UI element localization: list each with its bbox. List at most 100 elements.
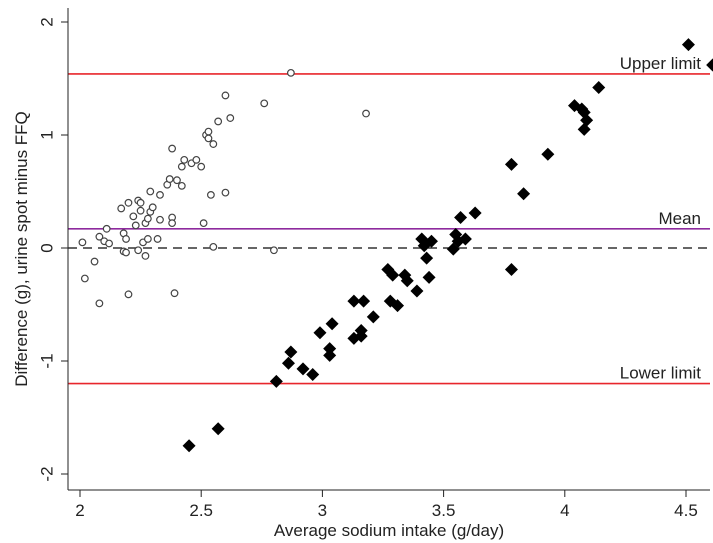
point-hollow-circle bbox=[270, 246, 278, 255]
point-hollow-circle bbox=[117, 204, 126, 213]
point-filled-diamond bbox=[357, 294, 371, 308]
point-hollow-circle bbox=[90, 257, 99, 266]
point-hollow-circle bbox=[168, 219, 177, 228]
point-filled-diamond bbox=[422, 270, 436, 284]
point-hollow-circle bbox=[148, 203, 157, 212]
point-hollow-circle bbox=[170, 289, 179, 298]
x-tick-label: 4.5 bbox=[674, 501, 698, 520]
point-hollow-circle bbox=[102, 224, 111, 233]
point-hollow-circle bbox=[146, 187, 155, 196]
point-hollow-circle bbox=[204, 127, 213, 136]
point-hollow-circle bbox=[177, 162, 186, 171]
point-hollow-circle bbox=[124, 198, 133, 207]
point-filled-diamond bbox=[323, 348, 337, 362]
point-hollow-circle bbox=[192, 155, 201, 164]
ticks: 2 2.5 3 3.5 4 4.5 -2 -1 0 1 2 bbox=[37, 17, 697, 520]
point-filled-diamond bbox=[420, 251, 434, 265]
point-filled-diamond bbox=[504, 157, 518, 171]
point-filled-diamond bbox=[306, 368, 320, 382]
x-axis-title: Average sodium intake (g/day) bbox=[274, 521, 504, 540]
point-hollow-circle bbox=[209, 140, 218, 148]
point-filled-diamond bbox=[541, 147, 555, 161]
point-filled-diamond bbox=[454, 210, 468, 224]
point-hollow-circle bbox=[124, 290, 133, 299]
x-tick-label: 4 bbox=[560, 501, 569, 520]
point-hollow-circle bbox=[260, 99, 269, 108]
ref-label-mean: Mean bbox=[658, 209, 701, 228]
y-tick-label: 2 bbox=[37, 17, 56, 26]
point-hollow-circle bbox=[153, 235, 162, 243]
point-filled-diamond bbox=[313, 326, 327, 340]
point-filled-diamond bbox=[182, 439, 196, 453]
y-tick-label: 1 bbox=[37, 130, 56, 139]
point-filled-diamond bbox=[354, 329, 368, 343]
point-filled-diamond bbox=[577, 122, 591, 136]
y-tick-label: 0 bbox=[37, 243, 56, 252]
point-hollow-circle bbox=[143, 235, 152, 243]
point-hollow-circle bbox=[80, 274, 89, 283]
axes bbox=[67, 8, 710, 491]
point-filled-diamond bbox=[504, 262, 518, 276]
point-hollow-circle bbox=[177, 181, 186, 190]
point-hollow-circle bbox=[206, 190, 215, 199]
point-filled-diamond bbox=[410, 284, 424, 298]
point-filled-diamond bbox=[347, 294, 361, 308]
point-hollow-circle bbox=[226, 114, 235, 122]
x-tick-label: 2.5 bbox=[189, 501, 213, 520]
point-filled-diamond bbox=[706, 58, 713, 72]
point-hollow-circle bbox=[129, 212, 138, 221]
point-hollow-circle bbox=[143, 214, 152, 223]
point-hollow-circle bbox=[204, 134, 213, 143]
point-filled-diamond bbox=[296, 362, 310, 376]
point-hollow-circle bbox=[136, 198, 145, 207]
point-hollow-circle bbox=[95, 232, 104, 241]
point-hollow-circle bbox=[221, 188, 230, 197]
y-tick-label: -1 bbox=[37, 353, 56, 368]
ref-label-upper-limit: Upper limit bbox=[620, 54, 702, 73]
point-hollow-circle bbox=[122, 235, 130, 243]
point-hollow-circle bbox=[165, 175, 174, 183]
y-axis-title: Difference (g), urine spot minus FFQ bbox=[12, 111, 31, 387]
ref-label-lower-limit: Lower limit bbox=[620, 364, 702, 383]
point-filled-diamond bbox=[284, 345, 298, 359]
point-hollow-circle bbox=[136, 206, 145, 215]
point-hollow-circle bbox=[141, 252, 150, 260]
data-points bbox=[78, 38, 713, 453]
point-filled-diamond bbox=[325, 317, 339, 331]
point-filled-diamond bbox=[400, 274, 414, 288]
point-hollow-circle bbox=[105, 239, 113, 248]
point-hollow-circle bbox=[78, 238, 87, 247]
point-hollow-circle bbox=[95, 299, 104, 308]
reference-lines: Upper limit Mean Lower limit bbox=[68, 54, 710, 385]
point-hollow-circle bbox=[286, 68, 295, 77]
point-hollow-circle bbox=[199, 219, 208, 228]
point-hollow-circle bbox=[134, 246, 143, 255]
point-hollow-circle bbox=[156, 215, 164, 224]
point-hollow-circle bbox=[156, 190, 164, 199]
x-tick-label: 2 bbox=[75, 501, 84, 520]
point-filled-diamond bbox=[517, 187, 531, 201]
point-hollow-circle bbox=[168, 144, 177, 153]
point-filled-diamond bbox=[391, 299, 405, 313]
point-hollow-circle bbox=[180, 155, 189, 164]
point-hollow-circle bbox=[131, 221, 140, 230]
point-filled-diamond bbox=[323, 342, 337, 356]
point-hollow-circle bbox=[197, 162, 206, 171]
x-tick-label: 3 bbox=[318, 501, 327, 520]
point-hollow-circle bbox=[362, 109, 370, 118]
point-hollow-circle bbox=[122, 248, 130, 257]
point-hollow-circle bbox=[173, 176, 181, 185]
point-filled-diamond bbox=[424, 234, 438, 248]
point-filled-diamond bbox=[681, 38, 695, 52]
point-filled-diamond bbox=[211, 422, 225, 436]
point-hollow-circle bbox=[209, 242, 218, 251]
point-filled-diamond bbox=[580, 113, 594, 127]
point-filled-diamond bbox=[366, 310, 380, 324]
point-hollow-circle bbox=[214, 117, 223, 126]
point-filled-diamond bbox=[458, 232, 472, 246]
point-filled-diamond bbox=[592, 81, 606, 95]
point-hollow-circle bbox=[221, 91, 230, 100]
point-filled-diamond bbox=[468, 206, 482, 220]
point-filled-diamond bbox=[386, 268, 400, 282]
